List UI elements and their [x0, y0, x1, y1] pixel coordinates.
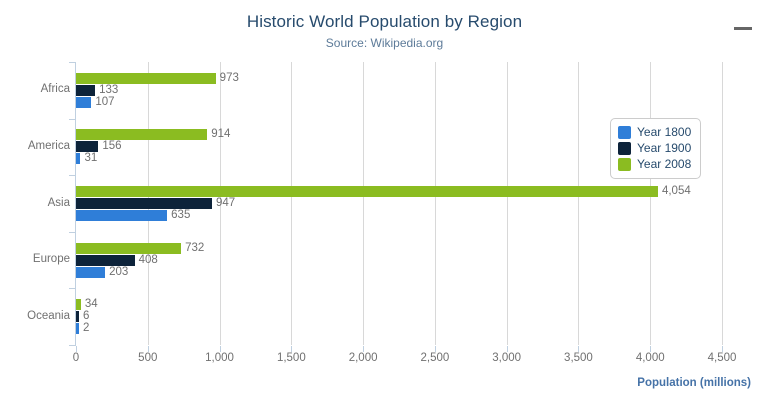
category-label-america: America	[27, 139, 70, 152]
hamburger-menu-icon[interactable]	[731, 17, 755, 39]
bar-value-label: 408	[138, 253, 158, 266]
x-axis-tick-label: 4,500	[707, 352, 737, 364]
x-axis-tick-label: 1,000	[205, 352, 234, 364]
category-label-asia: Asia	[47, 196, 70, 209]
y-axis-tick	[69, 231, 75, 233]
chart-subtitle: Source: Wikipedia.org	[325, 36, 444, 50]
category-label-africa: Africa	[40, 83, 70, 96]
x-axis-tick-label: 3,000	[492, 352, 522, 364]
gridline	[650, 62, 652, 345]
y-axis-tick	[69, 288, 75, 290]
x-axis-tick	[363, 346, 365, 352]
y-axis-tick	[69, 345, 75, 346]
legend-label: Year 2008	[637, 157, 692, 171]
legend-label: Year 1800	[637, 125, 692, 139]
x-axis-tick-label: 2,000	[348, 352, 378, 364]
legend-item-year-1900[interactable]: Year 1900	[618, 140, 691, 156]
x-axis-tick	[506, 346, 508, 352]
bar-value-label: 34	[84, 298, 98, 311]
x-axis-title: Population (millions)	[637, 377, 751, 389]
x-axis-tick	[147, 346, 149, 352]
bar[interactable]	[76, 210, 168, 221]
legend-swatch-icon	[618, 157, 631, 171]
y-axis-line	[75, 62, 76, 346]
bar-value-label: 203	[109, 265, 129, 278]
bar[interactable]	[76, 254, 135, 266]
x-axis-tick	[722, 346, 723, 352]
bar-value-label: 107	[95, 95, 115, 108]
x-axis-tick-label: 0	[72, 352, 80, 364]
plot-area: 973 133 107 914 156 31 4,054 947 635 732 408 203 34 6…	[76, 62, 723, 345]
bar-value-label: 973	[219, 71, 239, 84]
x-axis-tick	[76, 346, 77, 352]
x-axis-tick-label: 2,500	[420, 352, 450, 364]
category-label-oceania: Oceania	[27, 309, 70, 322]
bar-value-label: 914	[211, 128, 231, 141]
gridline	[291, 62, 293, 345]
bar[interactable]	[76, 266, 106, 278]
x-axis-tick-label: 1,500	[276, 352, 306, 364]
legend-swatch-icon	[618, 141, 631, 155]
x-axis-tick	[434, 346, 436, 352]
x-axis-labels: 0 500 1,000 1,500 2,000 2,500 3,000 3,500 4,000 4…	[0, 352, 769, 370]
category-axis-labels: Africa America Asia Europe Oceania	[0, 62, 70, 345]
y-axis-tick	[69, 175, 75, 177]
bar[interactable]	[76, 242, 182, 254]
bar-value-label: 732	[185, 241, 205, 254]
gridline	[219, 62, 221, 345]
hamburger-bar	[734, 26, 752, 30]
x-axis-tick	[219, 346, 221, 352]
gridline	[363, 62, 365, 345]
x-axis-tick-label: 3,500	[564, 352, 593, 364]
gridline	[434, 62, 436, 345]
x-axis-tick-label: 4,000	[635, 352, 665, 364]
bar[interactable]	[76, 84, 96, 96]
bar-value-label: 156	[102, 140, 122, 153]
gridline	[578, 62, 580, 345]
x-axis-tick-label: 500	[138, 352, 158, 364]
bar[interactable]	[76, 129, 208, 141]
chart-title: Historic World Population by Region	[246, 12, 523, 31]
bar[interactable]	[76, 311, 79, 323]
bar-value-label: 947	[215, 197, 236, 209]
legend-swatch-icon	[618, 125, 631, 139]
bar[interactable]	[76, 96, 92, 108]
bar-value-label: 635	[171, 209, 191, 221]
bar-value-label: 31	[84, 152, 98, 165]
bar[interactable]	[76, 198, 212, 209]
bar[interactable]	[76, 153, 81, 165]
chart-legend: Year 1800 Year 1900 Year 2008	[610, 118, 702, 179]
bar-value-label: 6	[83, 310, 90, 323]
category-label-europe: Europe	[32, 253, 70, 266]
x-axis-tick	[578, 346, 580, 352]
legend-item-year-1800[interactable]: Year 1800	[618, 124, 691, 140]
gridline	[722, 62, 723, 345]
y-axis-tick	[69, 118, 75, 120]
gridline	[506, 62, 508, 345]
bar[interactable]	[76, 141, 99, 153]
legend-item-year-2008[interactable]: Year 2008	[618, 156, 691, 172]
bar-value-label: 133	[99, 83, 119, 96]
x-axis-tick	[291, 346, 293, 352]
bar-value-label: 2	[83, 322, 90, 335]
bar[interactable]	[76, 323, 79, 335]
bar[interactable]	[76, 186, 658, 197]
bar[interactable]	[76, 299, 81, 311]
bar[interactable]	[76, 72, 216, 84]
x-axis-tick	[650, 346, 652, 352]
legend-label: Year 1900	[637, 141, 692, 155]
y-axis-tick	[69, 62, 75, 63]
bar-value-label: 4,054	[661, 185, 691, 197]
